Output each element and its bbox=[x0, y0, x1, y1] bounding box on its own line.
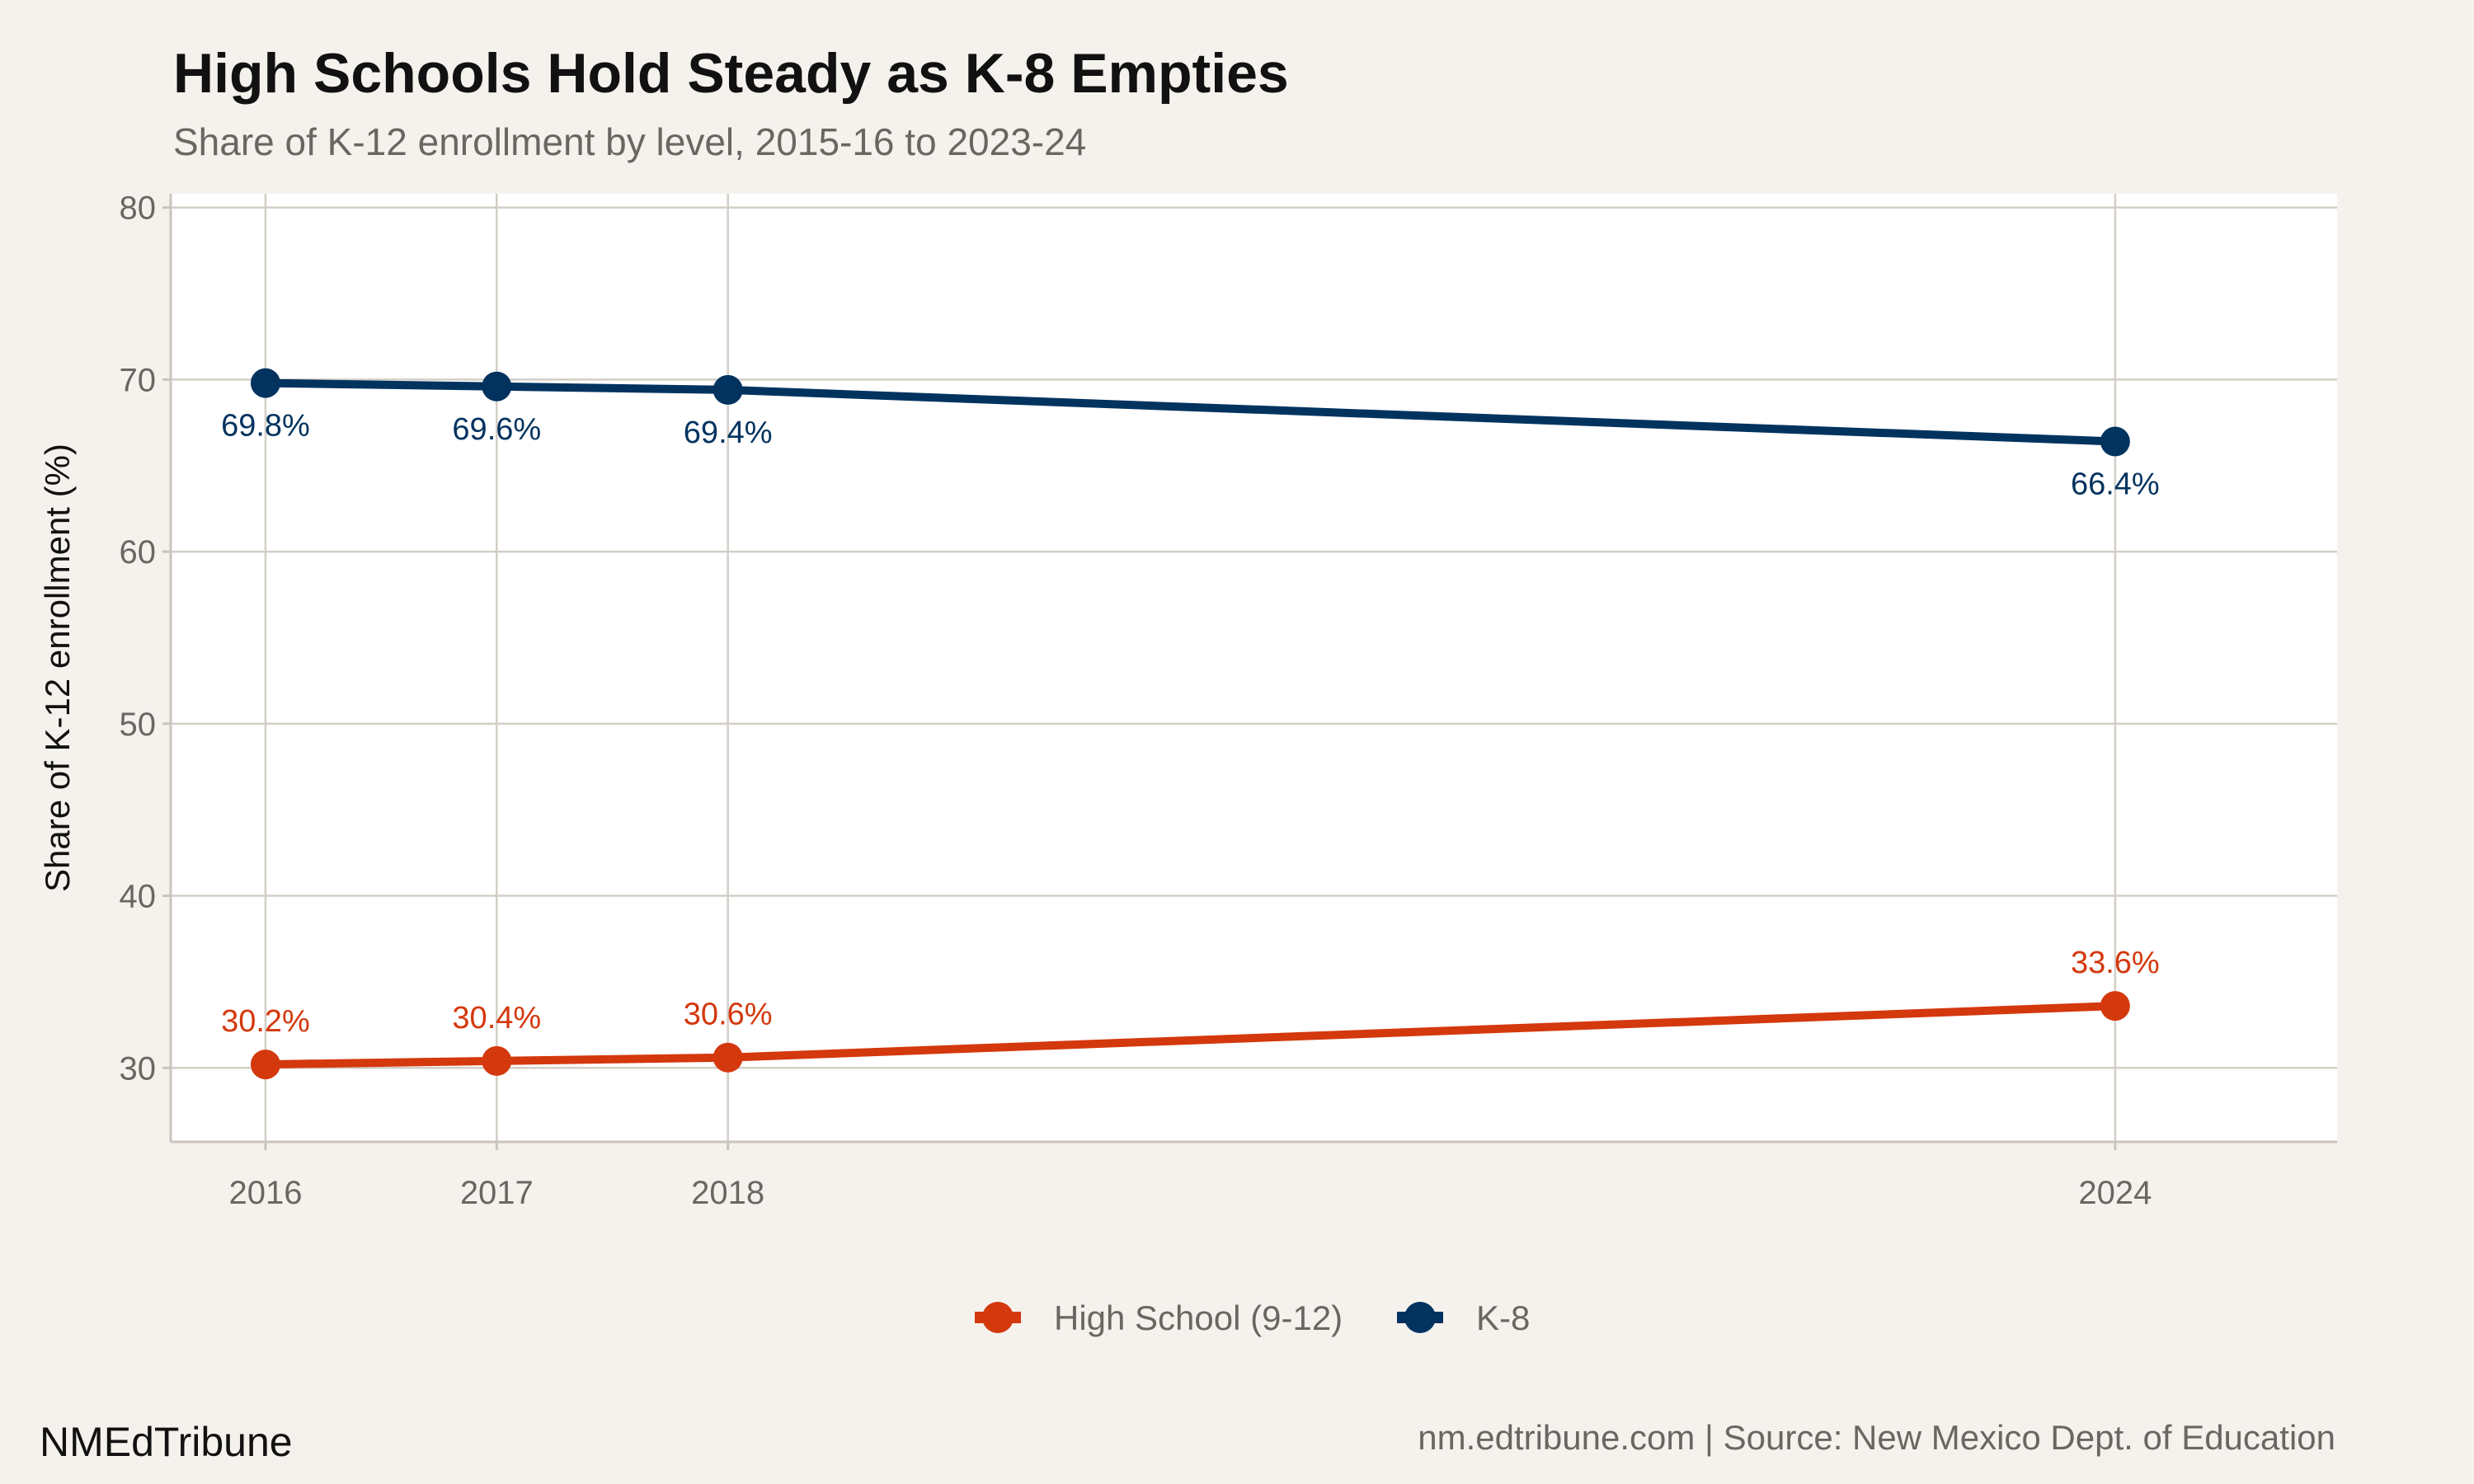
data-label: 33.6% bbox=[2071, 946, 2160, 980]
data-label: 69.6% bbox=[452, 412, 541, 447]
legend: High School (9-12) K-8 bbox=[975, 1298, 1530, 1337]
grid bbox=[171, 194, 2337, 1142]
y-ticks: 30 40 50 60 70 80 bbox=[120, 190, 171, 1087]
legend-label: High School (9-12) bbox=[1054, 1298, 1343, 1337]
data-point bbox=[250, 1050, 280, 1080]
legend-marker-icon bbox=[1404, 1302, 1436, 1333]
data-label: 69.4% bbox=[684, 416, 773, 450]
data-label: 30.2% bbox=[221, 1004, 310, 1039]
series-1: 69.8% 69.6% 69.4% 66.4% bbox=[221, 368, 2160, 502]
y-tick-label: 50 bbox=[120, 707, 157, 743]
source-label: nm.edtribune.com | Source: New Mexico De… bbox=[1418, 1418, 2335, 1457]
x-tick-label: 2024 bbox=[2078, 1175, 2152, 1211]
x-tick-label: 2016 bbox=[228, 1175, 302, 1211]
data-label: 66.4% bbox=[2071, 467, 2160, 502]
x-tick-label: 2018 bbox=[691, 1175, 764, 1211]
y-tick-label: 80 bbox=[120, 190, 157, 227]
series-group: 30.2% 30.4% 30.6% 33.6% 69.8% 69.6% 69.4% 66.4% bbox=[221, 368, 2160, 1080]
chart-subtitle: Share of K-12 enrollment by level, 2015-… bbox=[173, 120, 1086, 163]
series-line bbox=[265, 378, 2116, 446]
x-ticks: 2016 2017 2018 2024 bbox=[228, 1142, 2152, 1211]
data-point bbox=[250, 368, 280, 398]
series-0: 30.2% 30.4% 30.6% 33.6% bbox=[221, 946, 2160, 1080]
data-point bbox=[713, 1042, 743, 1073]
series-line bbox=[265, 1002, 2116, 1069]
plot-panel bbox=[171, 194, 2337, 1142]
data-point bbox=[2100, 426, 2130, 457]
y-tick-label: 60 bbox=[120, 534, 157, 571]
data-label: 30.4% bbox=[452, 1001, 541, 1036]
data-point bbox=[482, 371, 512, 402]
x-tick-label: 2017 bbox=[460, 1175, 534, 1211]
data-point bbox=[2100, 991, 2130, 1021]
brand-label: NMEdTribune bbox=[40, 1419, 293, 1465]
legend-item-1: K-8 bbox=[1397, 1298, 1530, 1337]
y-tick-label: 30 bbox=[120, 1050, 157, 1087]
data-label: 69.8% bbox=[221, 409, 310, 444]
chart-title: High Schools Hold Steady as K-8 Empties bbox=[173, 42, 1289, 105]
y-tick-label: 40 bbox=[120, 879, 157, 915]
legend-item-0: High School (9-12) bbox=[975, 1298, 1343, 1337]
data-point bbox=[713, 374, 743, 405]
data-point bbox=[482, 1045, 512, 1076]
y-tick-label: 70 bbox=[120, 362, 157, 398]
legend-marker-icon bbox=[982, 1302, 1014, 1333]
data-label: 30.6% bbox=[684, 998, 773, 1032]
y-axis-label: Share of K-12 enrollment (%) bbox=[38, 444, 77, 892]
legend-label: K-8 bbox=[1476, 1298, 1530, 1337]
